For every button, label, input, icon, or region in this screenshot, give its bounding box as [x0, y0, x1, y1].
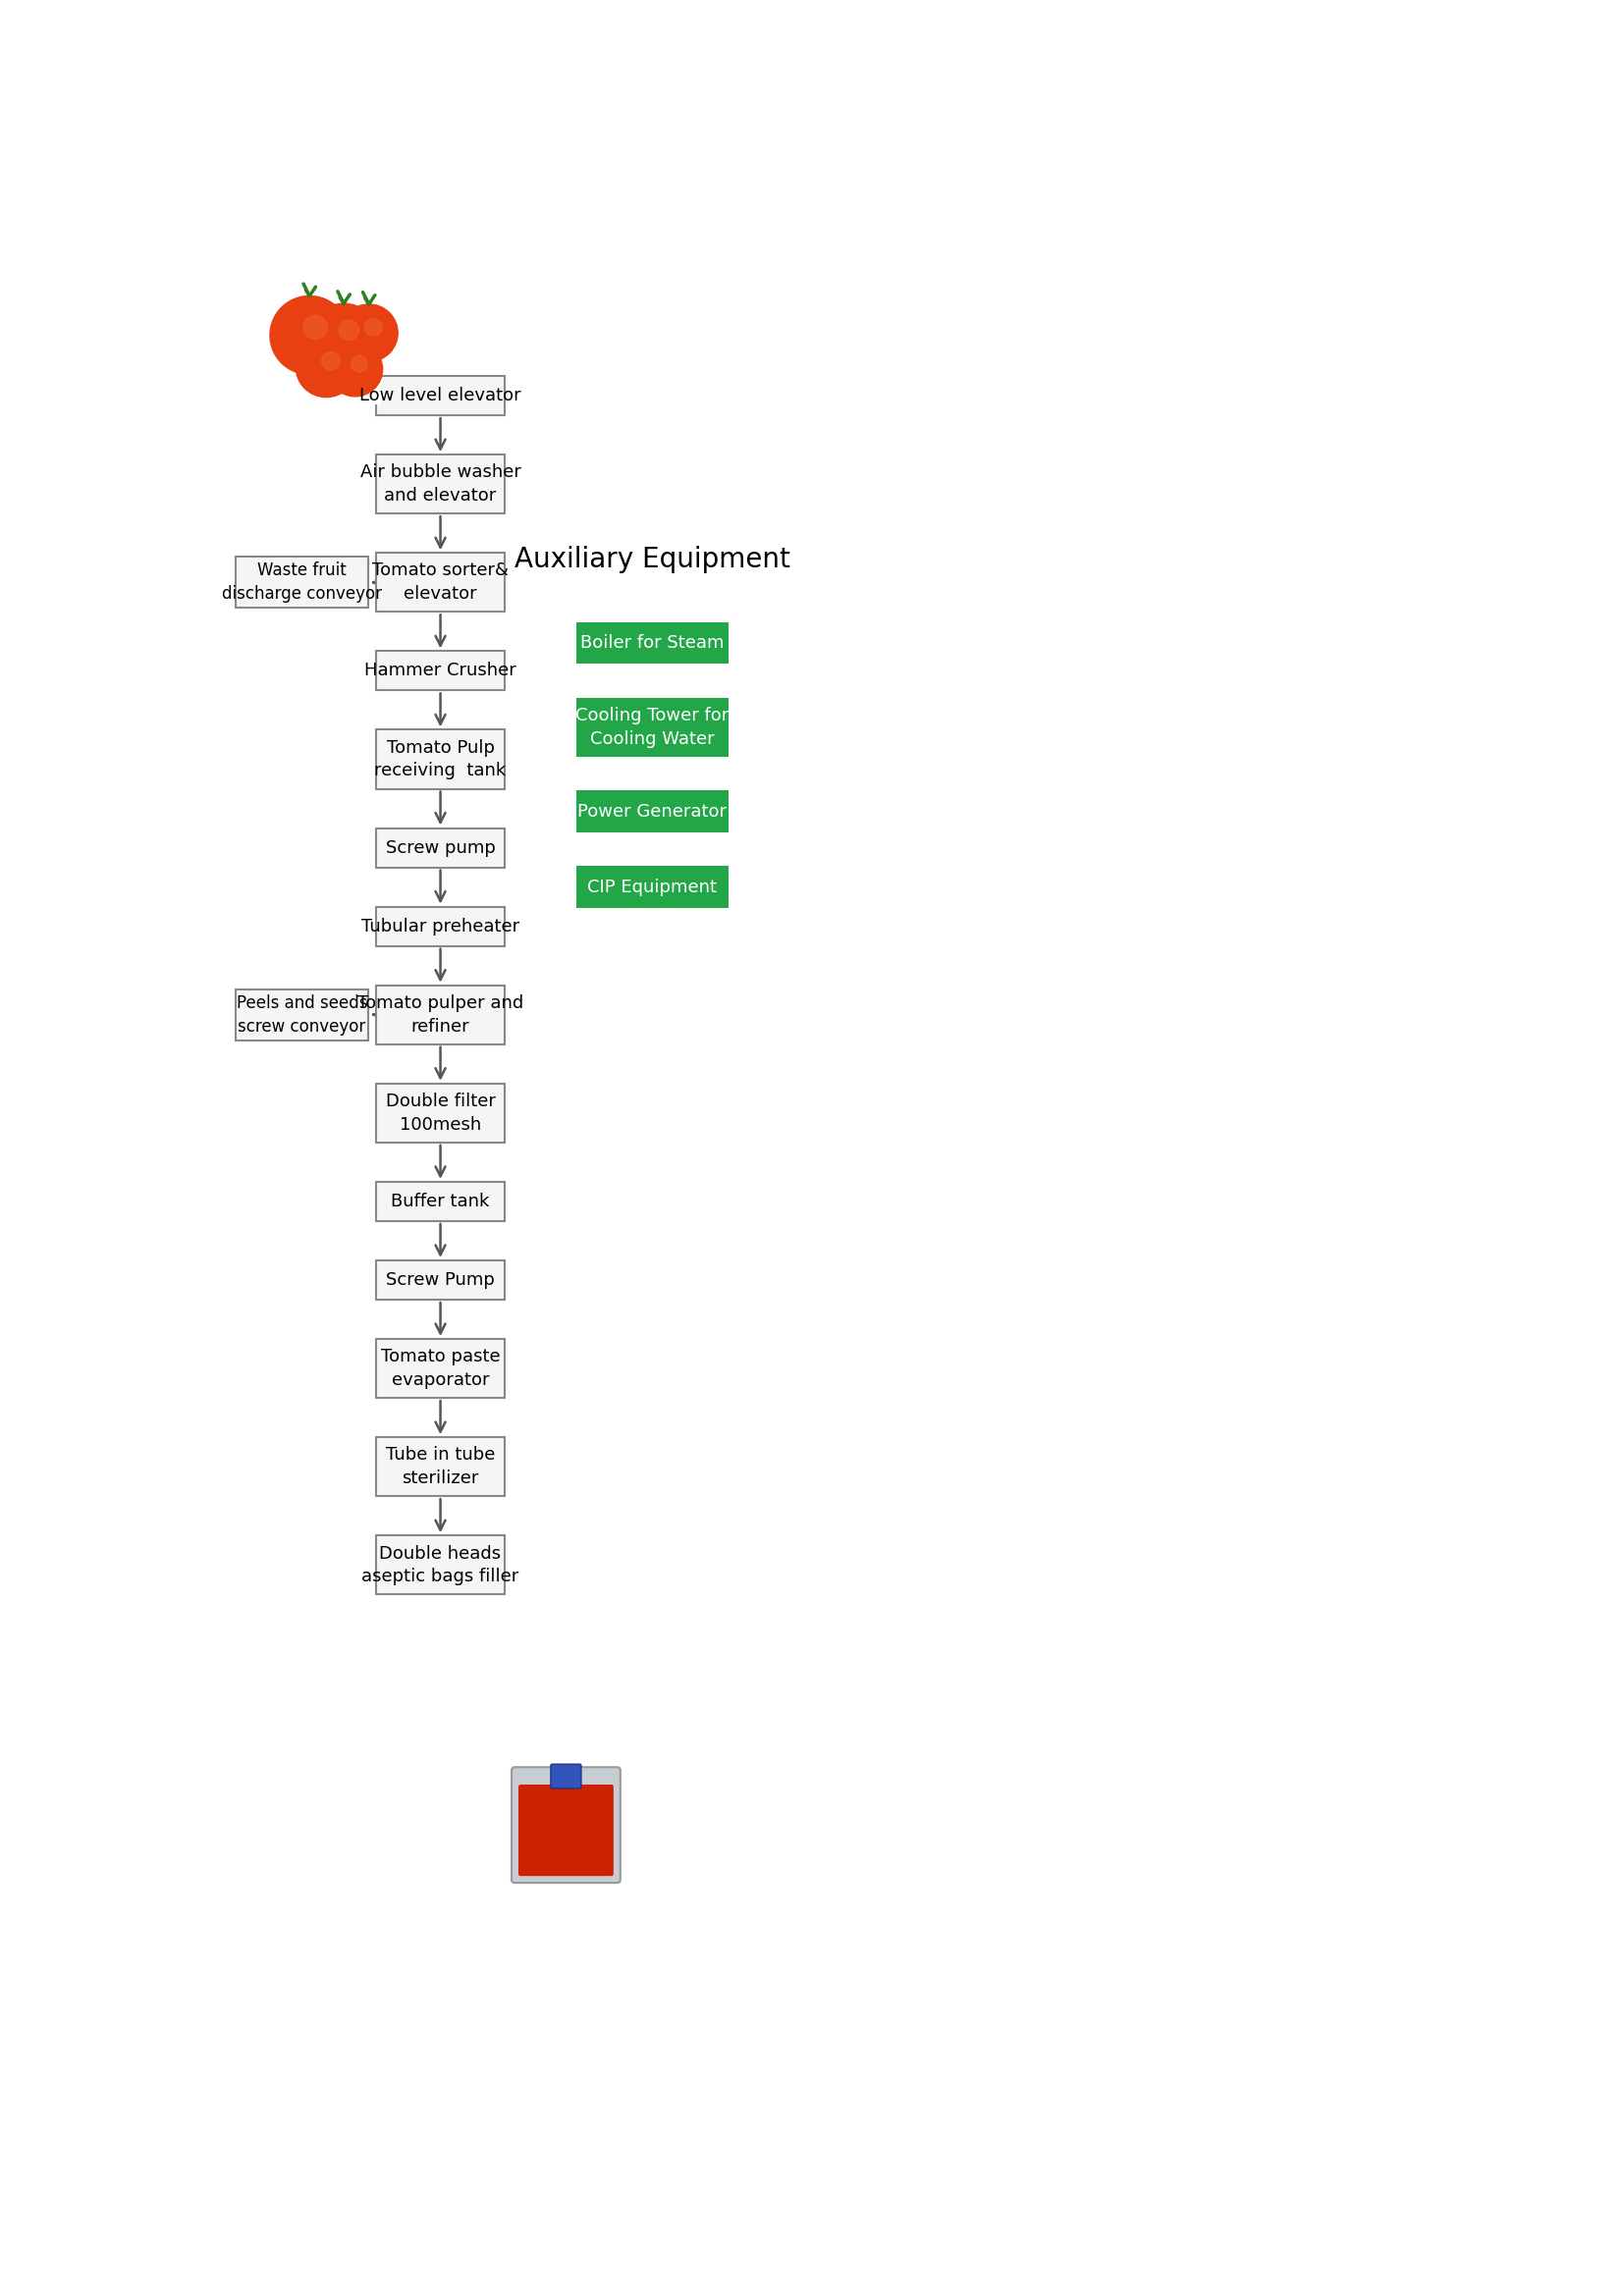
Bar: [235, 990, 369, 1040]
Text: Low level elevator: Low level elevator: [359, 386, 521, 404]
Text: Double filter
100mesh: Double filter 100mesh: [385, 1093, 495, 1134]
Text: Screw Pump: Screw Pump: [387, 1272, 495, 1288]
Bar: [377, 1437, 505, 1497]
Text: Double heads
aseptic bags filler: Double heads aseptic bags filler: [362, 1545, 520, 1587]
Bar: [577, 698, 728, 758]
Circle shape: [339, 305, 398, 363]
Bar: [577, 866, 728, 907]
Text: Auxiliary Equipment: Auxiliary Equipment: [515, 546, 789, 574]
Bar: [377, 985, 505, 1045]
Bar: [377, 1339, 505, 1398]
FancyBboxPatch shape: [512, 1768, 620, 1883]
Bar: [377, 829, 505, 868]
Text: Buffer tank: Buffer tank: [391, 1192, 490, 1210]
Text: Tomato pulper and
refiner: Tomato pulper and refiner: [357, 994, 523, 1035]
Circle shape: [328, 342, 383, 397]
Text: Tomato Pulp
receiving  tank: Tomato Pulp receiving tank: [375, 739, 507, 781]
Bar: [377, 377, 505, 416]
Circle shape: [296, 338, 357, 397]
Text: Tube in tube
sterilizer: Tube in tube sterilizer: [387, 1446, 495, 1488]
Bar: [257, 294, 382, 404]
Bar: [377, 1536, 505, 1593]
Bar: [377, 455, 505, 514]
Text: Cooling Tower for
Cooling Water: Cooling Tower for Cooling Water: [575, 707, 729, 748]
Circle shape: [310, 303, 377, 370]
Text: CIP Equipment: CIP Equipment: [588, 877, 716, 895]
Bar: [377, 1261, 505, 1300]
Bar: [577, 790, 728, 831]
Circle shape: [270, 296, 349, 374]
FancyBboxPatch shape: [518, 1784, 614, 1876]
Bar: [377, 553, 505, 611]
Text: Boiler for Steam: Boiler for Steam: [580, 634, 724, 652]
Bar: [577, 622, 728, 664]
Circle shape: [339, 319, 359, 340]
Bar: [377, 1182, 505, 1221]
Text: Hammer Crusher: Hammer Crusher: [364, 661, 516, 680]
Text: Screw pump: Screw pump: [385, 838, 495, 856]
Text: Waste fruit
discharge conveyor: Waste fruit discharge conveyor: [222, 563, 382, 604]
Bar: [377, 1084, 505, 1143]
Text: Air bubble washer
and elevator: Air bubble washer and elevator: [361, 464, 521, 505]
Bar: [377, 730, 505, 790]
Text: Power Generator: Power Generator: [578, 804, 726, 820]
Circle shape: [322, 351, 339, 370]
Bar: [377, 907, 505, 946]
Text: Tomato sorter&
elevator: Tomato sorter& elevator: [372, 563, 508, 604]
Text: Tubular preheater: Tubular preheater: [361, 918, 520, 934]
Circle shape: [351, 356, 367, 372]
Bar: [235, 556, 369, 608]
Text: Peels and seeds
screw conveyor: Peels and seeds screw conveyor: [237, 994, 367, 1035]
Circle shape: [304, 315, 328, 340]
FancyBboxPatch shape: [551, 1763, 581, 1789]
Text: Tomato paste
evaporator: Tomato paste evaporator: [380, 1348, 500, 1389]
Circle shape: [364, 319, 382, 335]
Bar: [377, 652, 505, 691]
